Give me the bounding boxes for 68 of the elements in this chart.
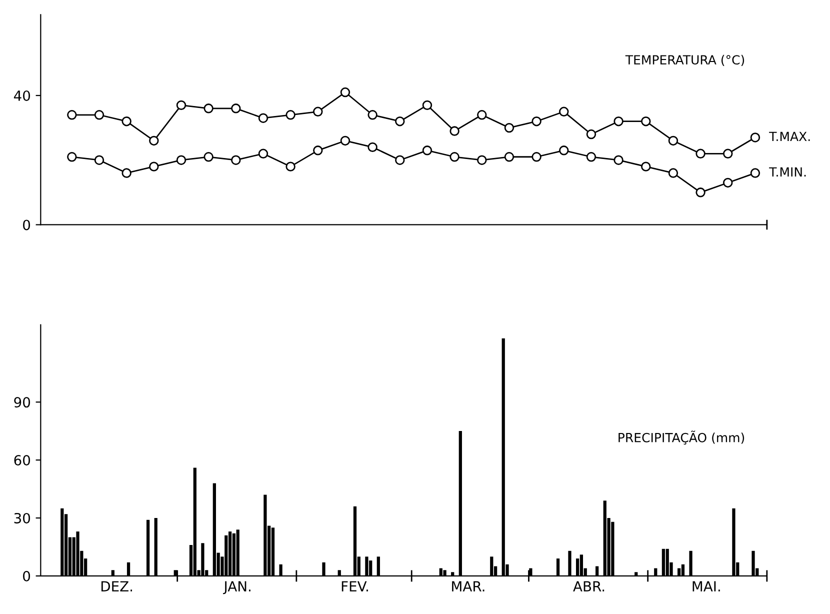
point	[696, 148, 706, 159]
point	[450, 152, 460, 162]
point	[67, 152, 77, 162]
text: PRECIPITAÇÃO (mm)	[618, 430, 744, 445]
point	[286, 110, 296, 120]
point	[477, 155, 487, 165]
point	[340, 87, 350, 98]
point	[258, 148, 268, 159]
y-tick-label: 90	[14, 397, 30, 408]
x-tick-label: DEZ.	[101, 581, 132, 592]
point	[668, 168, 678, 178]
point	[614, 155, 624, 165]
point	[504, 122, 514, 133]
point	[504, 152, 514, 162]
x-tick-label: MAI.	[692, 581, 720, 592]
y-tick-label: 0	[23, 220, 30, 230]
point	[586, 152, 596, 162]
point	[614, 116, 624, 126]
point	[422, 146, 432, 156]
point	[204, 152, 214, 162]
point	[750, 132, 760, 142]
x-tick-label: JAN.	[223, 581, 250, 594]
point	[450, 126, 460, 136]
point	[313, 106, 323, 117]
point	[340, 136, 350, 146]
point	[641, 116, 651, 126]
point	[395, 116, 405, 126]
point	[395, 155, 405, 165]
x-tick-label: FEV.	[342, 581, 368, 592]
point	[368, 110, 378, 120]
y-tick-label: 40	[14, 90, 30, 101]
point	[723, 178, 733, 188]
point	[559, 146, 569, 156]
point	[176, 100, 186, 110]
y-tick-label: 0	[23, 570, 30, 582]
point	[532, 116, 542, 126]
point	[94, 110, 104, 120]
point	[422, 100, 432, 110]
x-tick-label: ABR.	[573, 581, 604, 592]
point	[368, 142, 378, 152]
point	[122, 168, 132, 178]
point	[286, 162, 296, 172]
point	[750, 168, 760, 178]
point	[176, 155, 186, 165]
x-tick-label: MAR.	[452, 581, 484, 592]
point	[696, 188, 706, 198]
point	[641, 162, 651, 172]
point	[723, 148, 733, 159]
y-tick-label: 60	[14, 454, 30, 466]
point	[313, 146, 323, 156]
point	[559, 106, 569, 117]
point	[586, 129, 596, 140]
y-tick-label: 30	[14, 512, 30, 524]
point	[231, 104, 241, 114]
point	[122, 116, 132, 126]
point	[231, 155, 241, 165]
point	[668, 136, 678, 146]
point	[258, 113, 268, 123]
series-label: T.MIN.	[769, 167, 806, 176]
point	[94, 155, 104, 165]
series-label: T.MAX.	[769, 132, 810, 141]
point	[204, 104, 214, 114]
point	[149, 162, 159, 172]
point	[477, 110, 487, 120]
point	[67, 110, 77, 120]
point	[149, 136, 159, 146]
point	[532, 152, 542, 162]
text: TEMPERATURA (°C)	[625, 54, 744, 66]
